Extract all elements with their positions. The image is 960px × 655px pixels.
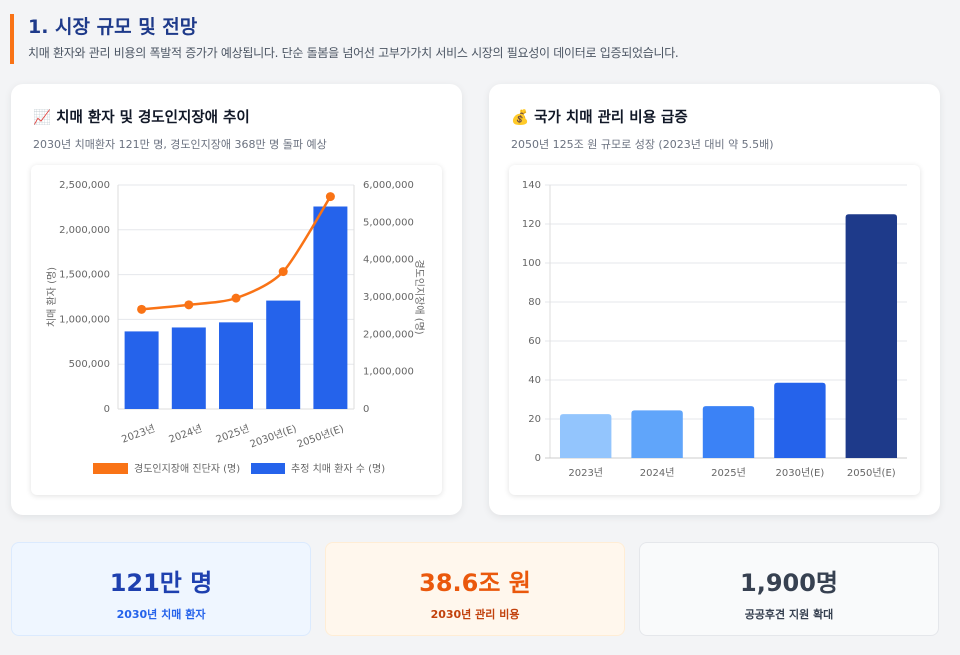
bar-2050년(E) bbox=[845, 214, 898, 458]
x-tick-label: 2050년(E) bbox=[295, 423, 345, 451]
cost-chart: 0 20 40 60 80 100 120 140 2023년 2024년 2025년 2030년(E… bbox=[522, 180, 907, 479]
y2-tick-label: 5,000,000 bbox=[363, 217, 414, 228]
chart-increasing-icon: 📈 bbox=[33, 110, 52, 126]
x-tick-label: 2023년 bbox=[120, 423, 157, 446]
y2-tick-label: 0 bbox=[363, 404, 369, 415]
line-point-2030년(E) bbox=[278, 267, 288, 277]
stat-label: 공공후견 지원 확대 bbox=[744, 608, 834, 621]
y2-tick-label: 6,000,000 bbox=[363, 180, 414, 191]
page-title: 1. 시장 규모 및 전망 bbox=[28, 16, 198, 38]
legend-swatch-line bbox=[93, 463, 128, 474]
y-tick-label: 100 bbox=[522, 258, 541, 269]
card-subtitle: 2030년 치매환자 121만 명, 경도인지장애 368만 명 돌파 예상 bbox=[33, 138, 327, 151]
y-tick-label: 0 bbox=[535, 453, 541, 464]
x-tick-label: 2050년(E) bbox=[847, 467, 896, 479]
bar-2023년 bbox=[559, 414, 612, 458]
line-point-2023년 bbox=[137, 304, 147, 314]
bar-2025년 bbox=[219, 322, 253, 409]
stat-value: 38.6조 원 bbox=[419, 569, 531, 597]
bar-2050년(E) bbox=[313, 206, 348, 409]
chart-container: 0 500,000 1,000,000 1,500,000 2,000,000 2,500… bbox=[31, 165, 442, 495]
stat-label: 2030년 치매 환자 bbox=[116, 608, 206, 621]
bar-2023년 bbox=[124, 331, 159, 409]
card-title: 💰 국가 치매 관리 비용 급증 bbox=[511, 110, 688, 126]
stat-value: 121만 명 bbox=[109, 569, 213, 597]
y-tick-label: 2,000,000 bbox=[59, 225, 110, 236]
stat-card-cost: 38.6조 원 2030년 관리 비용 bbox=[325, 542, 625, 636]
patient-trend-chart: 0 500,000 1,000,000 1,500,000 2,000,000 2,500… bbox=[46, 180, 426, 475]
line-point-2050년(E) bbox=[325, 192, 335, 202]
page-subtitle: 치매 환자와 관리 비용의 폭발적 증가가 예상됩니다. 단순 돌봄을 넘어선 … bbox=[28, 46, 679, 60]
stat-value: 1,900명 bbox=[740, 569, 838, 597]
bar-2030년(E) bbox=[774, 382, 826, 458]
bar-2024년 bbox=[631, 410, 683, 458]
y-tick-label: 80 bbox=[528, 297, 541, 308]
y-tick-label: 0 bbox=[104, 404, 110, 415]
y-tick-label: 1,500,000 bbox=[59, 270, 110, 281]
y2-axis-title: 경도인지장애 (명) bbox=[413, 259, 426, 334]
section-header: 1. 시장 규모 및 전망 치매 환자와 관리 비용의 폭발적 증가가 예상됩니… bbox=[10, 14, 679, 64]
x-tick-label: 2025년 bbox=[214, 423, 251, 446]
stat-card-patients: 121만 명 2030년 치매 환자 bbox=[11, 542, 311, 636]
line-series bbox=[141, 195, 332, 311]
x-tick-label: 2024년 bbox=[167, 423, 204, 446]
y-tick-label: 2,500,000 bbox=[59, 180, 110, 191]
x-tick-label: 2030년(E) bbox=[248, 423, 298, 451]
line-point-2024년 bbox=[184, 300, 194, 310]
cost-card: 💰 국가 치매 관리 비용 급증 2050년 125조 원 규모로 성장 (20… bbox=[489, 84, 940, 515]
y2-tick-label: 3,000,000 bbox=[363, 292, 414, 303]
y2-tick-label: 4,000,000 bbox=[363, 255, 414, 266]
y-tick-label: 500,000 bbox=[69, 359, 110, 370]
x-tick-label: 2023년 bbox=[568, 467, 603, 479]
legend-label-line: 경도인지장애 진단자 (명) bbox=[134, 462, 240, 475]
legend-swatch-bar bbox=[251, 463, 285, 474]
y-tick-label: 1,000,000 bbox=[59, 314, 110, 325]
patient-trend-card: 📈 치매 환자 및 경도인지장애 추이 2030년 치매환자 121만 명, 경… bbox=[11, 84, 462, 515]
y-tick-label: 60 bbox=[528, 336, 541, 347]
y-tick-label: 40 bbox=[528, 375, 541, 386]
y-tick-label: 140 bbox=[522, 180, 541, 191]
y-tick-label: 120 bbox=[522, 219, 541, 230]
y2-tick-label: 1,000,000 bbox=[363, 367, 414, 378]
chart-container: 0 20 40 60 80 100 120 140 2023년 2024년 2025년 2030년(E… bbox=[509, 165, 920, 495]
stat-card-guardians: 1,900명 공공후견 지원 확대 bbox=[639, 542, 939, 636]
line-point-2025년 bbox=[231, 293, 241, 303]
bar-2024년 bbox=[171, 327, 206, 409]
x-tick-label: 2030년(E) bbox=[776, 467, 825, 479]
card-subtitle: 2050년 125조 원 규모로 성장 (2023년 대비 약 5.5배) bbox=[511, 138, 774, 151]
x-tick-label: 2024년 bbox=[640, 467, 675, 479]
y-axis-title: 치매 환자 (명) bbox=[46, 267, 58, 327]
money-bag-icon: 💰 bbox=[511, 110, 530, 126]
card-title: 📈 치매 환자 및 경도인지장애 추이 bbox=[33, 110, 250, 126]
y-tick-label: 20 bbox=[528, 414, 541, 425]
legend-label-bar: 추정 치매 환자 수 (명) bbox=[291, 463, 385, 475]
y2-tick-label: 2,000,000 bbox=[363, 329, 414, 340]
bar-2025년 bbox=[702, 406, 755, 458]
bar-2030년(E) bbox=[266, 300, 301, 409]
x-tick-label: 2025년 bbox=[711, 467, 746, 479]
stat-label: 2030년 관리 비용 bbox=[430, 608, 520, 621]
